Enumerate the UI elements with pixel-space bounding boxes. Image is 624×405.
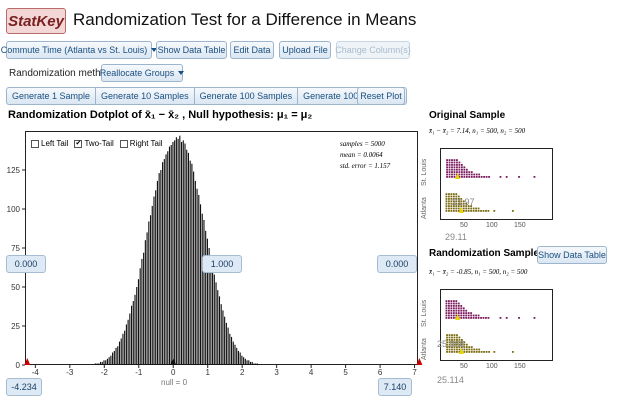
- randomization-mean1: 25.966: [437, 339, 465, 349]
- y-tick-label: 125: [7, 166, 21, 175]
- original-group1-label: St. Louis: [421, 158, 428, 186]
- right-tail-checkbox[interactable]: [119, 139, 128, 148]
- randomization-group2-label: Atlanta: [421, 338, 428, 360]
- tail-options: Left Tail ✔ Two-Tail Right Tail: [31, 139, 163, 148]
- left-proportion-box[interactable]: 0.000: [6, 255, 46, 273]
- y-tick-label: 50: [11, 283, 20, 292]
- original-mean1: 21.97: [452, 197, 475, 207]
- change-columns-button[interactable]: Change Column(s): [335, 41, 411, 59]
- two-tail-option[interactable]: ✔ Two-Tail: [74, 139, 114, 148]
- y-tick-label: 100: [7, 205, 21, 214]
- left-cutoff-box[interactable]: -4.234: [6, 378, 42, 396]
- method-value: Reallocate Groups: [99, 68, 175, 78]
- original-sample-stat: x̄₁ − x̄₂ = 7.14, n₁ = 500, n₂ = 500: [429, 127, 526, 135]
- left-tail-checkbox[interactable]: [31, 139, 39, 148]
- original-tick-100: 100: [486, 222, 498, 229]
- original-group2-label: Atlanta: [421, 197, 428, 219]
- randomization-sample-title: Randomization Sample: [429, 248, 540, 259]
- reset-plot-button[interactable]: Reset Plot: [357, 87, 405, 105]
- x-tick-label: -1: [135, 368, 143, 377]
- stat-samples: samples = 5000: [340, 140, 385, 148]
- original-mean2: 29.11: [445, 232, 467, 242]
- generate-button-group: Generate 1 Sample Generate 10 Samples Ge…: [6, 87, 407, 105]
- x-tick-label: 4: [309, 368, 314, 377]
- x-tick-label: -3: [66, 368, 74, 377]
- dataset-dropdown[interactable]: Commute Time (Atlanta vs St. Louis): [1, 41, 158, 59]
- center-proportion-box[interactable]: 1.000: [202, 255, 242, 273]
- page-title: Randomization Test for a Difference in M…: [73, 10, 417, 29]
- dotplot-title: Randomization Dotplot of x̄₁ − x̄₂ , Nul…: [8, 109, 313, 121]
- chevron-down-icon: [151, 48, 158, 52]
- right-tail-label: Right Tail: [129, 139, 163, 148]
- randomization-group1-label: St. Louis: [421, 299, 428, 327]
- x-tick-label: -4: [32, 368, 40, 377]
- randomization-sample-plot: [440, 289, 553, 361]
- summary-stats: samples = 5000 mean = 0.0064 std. error …: [340, 139, 390, 172]
- x-tick-label: 7: [412, 368, 417, 377]
- original-sample-title: Original Sample: [429, 110, 506, 121]
- stat-mean: mean = 0.0064: [340, 151, 383, 159]
- left-tail-label: Left Tail: [41, 139, 69, 148]
- x-tick-label: 0: [171, 368, 176, 377]
- left-tail-option[interactable]: Left Tail: [31, 139, 68, 148]
- randomization-mean2: 25.114: [437, 375, 464, 385]
- upload-file-button[interactable]: Upload File: [279, 41, 331, 59]
- randomization-tick-150: 150: [514, 363, 526, 370]
- original-sample-plot: [440, 148, 553, 220]
- y-tick-label: 25: [11, 322, 20, 331]
- x-tick-label: 2: [240, 368, 245, 377]
- x-tick-label: -2: [101, 368, 109, 377]
- randomization-tick-50: 50: [460, 363, 468, 370]
- right-proportion-box[interactable]: 0.000: [377, 255, 417, 273]
- original-tick-150: 150: [514, 222, 526, 229]
- edit-data-button[interactable]: Edit Data: [230, 41, 274, 59]
- y-tick-label: 75: [11, 244, 20, 253]
- randomization-show-data-table-button[interactable]: Show Data Table: [537, 246, 607, 264]
- null-label: null = 0: [161, 378, 188, 387]
- method-dropdown[interactable]: Reallocate Groups: [99, 64, 185, 82]
- x-tick-label: 6: [378, 368, 383, 377]
- randomization-sample-stat: x̄₁ − x̄₂ = -0.85, n₁ = 500, n₂ = 500: [429, 268, 528, 276]
- statkey-logo[interactable]: StatKey: [6, 8, 66, 34]
- show-data-table-button[interactable]: Show Data Table: [156, 41, 227, 59]
- right-cutoff-box[interactable]: 7.140: [378, 378, 412, 396]
- stat-std-error: std. error = 1.157: [340, 162, 391, 170]
- two-tail-label: Two-Tail: [84, 139, 114, 148]
- right-tail-option[interactable]: Right Tail: [119, 139, 163, 148]
- dataset-label: Commute Time (Atlanta vs St. Louis): [0, 45, 148, 55]
- generate-10-button[interactable]: Generate 10 Samples: [95, 87, 194, 105]
- x-tick-label: 3: [274, 368, 279, 377]
- two-tail-checkbox[interactable]: ✔: [74, 139, 83, 148]
- y-tick-label: 0: [16, 361, 21, 370]
- generate-100-button[interactable]: Generate 100 Samples: [193, 87, 298, 105]
- randomization-tick-100: 100: [486, 363, 498, 370]
- x-tick-label: 1: [205, 368, 210, 377]
- original-tick-50: 50: [460, 222, 468, 229]
- generate-1-button[interactable]: Generate 1 Sample: [6, 87, 96, 105]
- method-label: Randomization method: [9, 68, 112, 79]
- chevron-down-icon: [178, 71, 185, 75]
- x-tick-label: 5: [343, 368, 348, 377]
